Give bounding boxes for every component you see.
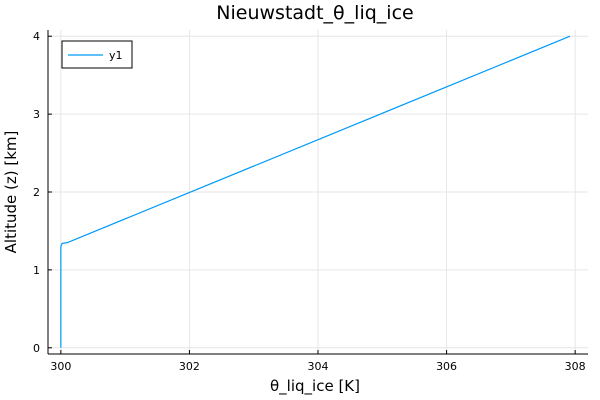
y-axis-title: Altitude (z) [km] — [2, 131, 20, 254]
y-tick-label: 4 — [33, 30, 40, 43]
legend: y1 — [61, 40, 133, 69]
legend-label: y1 — [109, 49, 123, 62]
y-tick-label: 3 — [33, 108, 40, 121]
series-line-y1 — [60, 35, 571, 348]
x-tick-label: 302 — [179, 360, 200, 373]
chart-title: Nieuwstadt_θ_liq_ice — [216, 2, 413, 24]
x-tick-label: 308 — [565, 360, 586, 373]
y-tick-label: 2 — [33, 186, 40, 199]
y-tick-label: 0 — [33, 342, 40, 355]
x-axis-title: θ_liq_ice [K] — [270, 377, 360, 396]
series — [60, 35, 571, 348]
y-tick-label: 1 — [33, 264, 40, 277]
ticks: 300 302 304 306 308 0 1 2 3 4 — [33, 30, 586, 373]
x-tick-label: 300 — [50, 360, 71, 373]
x-tick-label: 304 — [308, 360, 329, 373]
x-tick-label: 306 — [436, 360, 457, 373]
grid — [48, 30, 588, 354]
